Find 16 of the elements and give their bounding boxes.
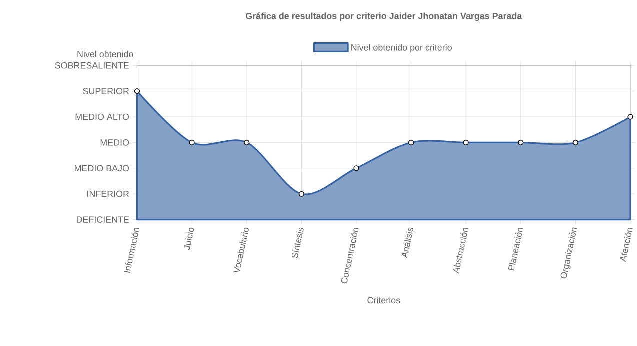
text: SOBRESALIENTE (55, 62, 130, 69)
x-tick-label: Juicio (184, 228, 194, 250)
y-axis-title: Nivel obtenido (78, 50, 134, 58)
x-tick-label: Síntesis (292, 228, 304, 259)
x-tick-label: Análisis (402, 228, 414, 258)
chart-title: Gráfica de resultados por criterio Jaider Jhonatan Vargas Parada (246, 12, 522, 22)
text: DEFICIENTE (77, 216, 130, 223)
legend-label: Nivel obtenido por criterio (352, 44, 452, 53)
text: INFERIOR (88, 190, 130, 198)
x-axis-title: Criterios (368, 297, 400, 304)
text: MEDIO (100, 139, 130, 146)
text: MEDIO BAJO (75, 165, 130, 172)
x-tick-label: Atención (620, 228, 633, 262)
text: SUPERIOR (83, 88, 130, 94)
text: MEDIO ALTO (76, 114, 130, 120)
x-tick-label: Abstracción (453, 228, 468, 274)
